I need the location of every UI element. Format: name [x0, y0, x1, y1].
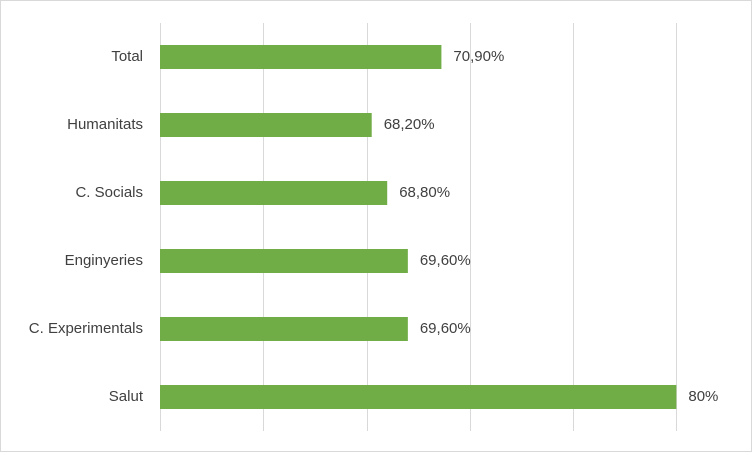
category-label: Salut	[109, 388, 144, 405]
data-label: 70,90%	[453, 48, 504, 65]
category-label: C. Socials	[75, 184, 143, 201]
bar	[160, 181, 388, 205]
data-labels: 70,90% 68,20% 68,80% 69,60% 69,60% 80%	[384, 48, 719, 405]
data-label: 68,20%	[384, 116, 435, 133]
bars	[160, 45, 677, 409]
bar	[160, 113, 372, 137]
category-label: Total	[111, 48, 143, 65]
category-label: Enginyeries	[65, 252, 143, 269]
bar	[160, 317, 408, 341]
gridlines	[160, 23, 677, 431]
data-label: 80%	[688, 388, 718, 405]
category-label: Humanitats	[67, 116, 143, 133]
category-labels: Total Humanitats C. Socials Enginyeries C. E…	[29, 48, 144, 405]
category-label: C. Experimentals	[29, 320, 143, 337]
bar	[160, 249, 408, 273]
data-label: 69,60%	[420, 320, 471, 337]
bar	[160, 45, 442, 69]
data-label: 68,80%	[399, 184, 450, 201]
data-label: 69,60%	[420, 252, 471, 269]
bar	[160, 385, 677, 409]
